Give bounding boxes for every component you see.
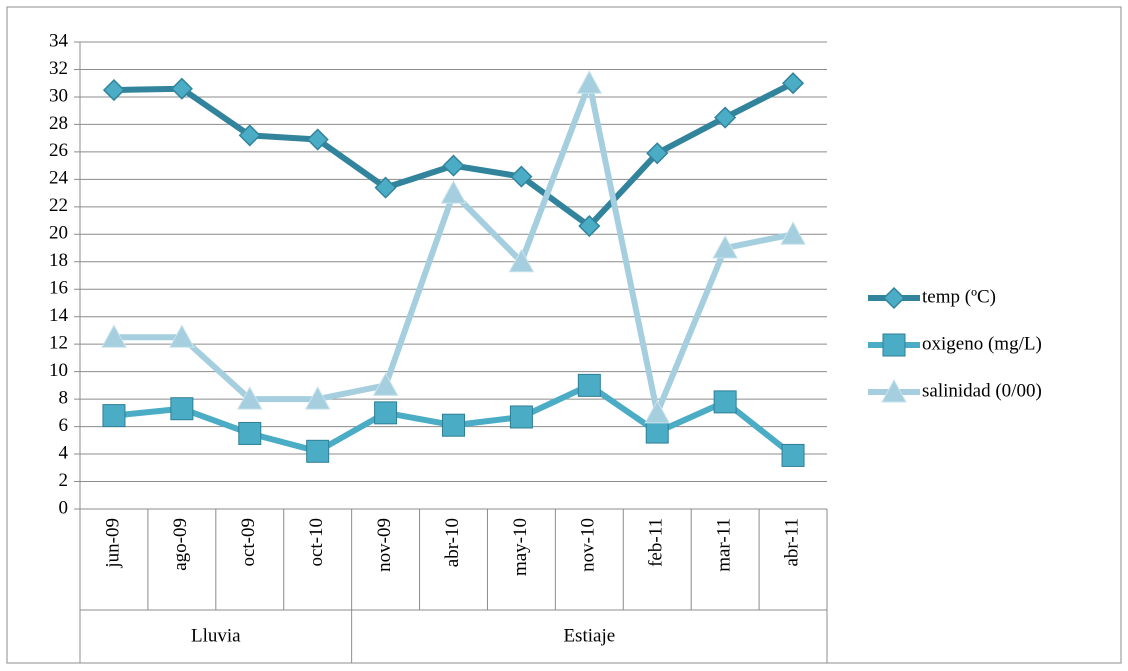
marker (646, 142, 669, 165)
y-tick-label: 6 (59, 415, 69, 436)
y-tick-label: 22 (49, 195, 68, 216)
y-tick-label: 0 (59, 497, 69, 518)
marker (236, 386, 263, 410)
marker (170, 77, 193, 100)
x-tick-label: oct-09 (238, 518, 259, 567)
legend-label: salinidad (0/00) (922, 380, 1042, 401)
y-tick-label: 24 (49, 168, 69, 189)
marker (510, 165, 533, 188)
marker (714, 106, 737, 129)
y-tick-label: 28 (49, 113, 68, 134)
group-label: Estiaje (563, 625, 615, 646)
marker (170, 397, 194, 421)
x-tick-label: mar-11 (713, 518, 734, 572)
marker (102, 79, 126, 102)
marker (304, 386, 331, 410)
marker (578, 214, 601, 238)
y-tick-label: 30 (49, 85, 68, 106)
marker (374, 176, 397, 199)
marker (881, 378, 907, 403)
y-tick-label: 12 (49, 333, 68, 354)
marker (780, 221, 806, 245)
marker (102, 404, 126, 428)
marker (644, 399, 671, 424)
y-tick-label: 32 (49, 58, 68, 79)
marker (713, 390, 737, 414)
x-tick-label: jun-09 (102, 518, 123, 569)
marker (508, 248, 535, 273)
marker (306, 439, 330, 463)
x-tick-label: nov-10 (578, 518, 599, 572)
marker (101, 324, 127, 348)
x-tick-label: may-10 (510, 518, 531, 576)
marker (442, 154, 465, 177)
marker (781, 72, 805, 95)
chart-border (6, 6, 1122, 664)
marker (442, 413, 465, 437)
marker (306, 128, 329, 151)
marker (577, 373, 601, 397)
marker (169, 324, 195, 348)
x-tick-label: abr-11 (781, 518, 802, 567)
marker (440, 180, 467, 204)
x-tick-label: ago-09 (170, 518, 191, 571)
x-tick-label: nov-09 (374, 518, 395, 572)
marker (882, 286, 906, 310)
x-tick-label: feb-11 (646, 518, 667, 567)
y-tick-label: 8 (59, 387, 69, 408)
marker (645, 420, 669, 444)
marker (712, 234, 738, 259)
legend-label: temp (ºC) (922, 286, 996, 307)
y-tick-label: 14 (49, 305, 69, 326)
legend-label: oxigeno (mg/L) (922, 333, 1042, 354)
group-label: Lluvia (191, 625, 241, 646)
x-tick-label: abr-10 (442, 518, 463, 567)
marker (509, 405, 533, 429)
y-tick-label: 20 (49, 223, 68, 244)
y-tick-label: 16 (49, 278, 68, 299)
marker (238, 421, 262, 445)
marker (374, 401, 398, 425)
y-tick-label: 34 (49, 30, 69, 51)
marker (372, 372, 399, 396)
y-tick-label: 10 (49, 360, 68, 381)
y-tick-label: 4 (59, 442, 69, 463)
marker (576, 70, 603, 94)
y-tick-label: 18 (49, 250, 68, 271)
marker (781, 443, 805, 467)
marker (882, 333, 906, 357)
y-tick-label: 2 (59, 470, 69, 491)
y-tick-label: 26 (49, 140, 68, 161)
x-tick-label: oct-10 (306, 518, 327, 567)
marker (238, 124, 261, 147)
